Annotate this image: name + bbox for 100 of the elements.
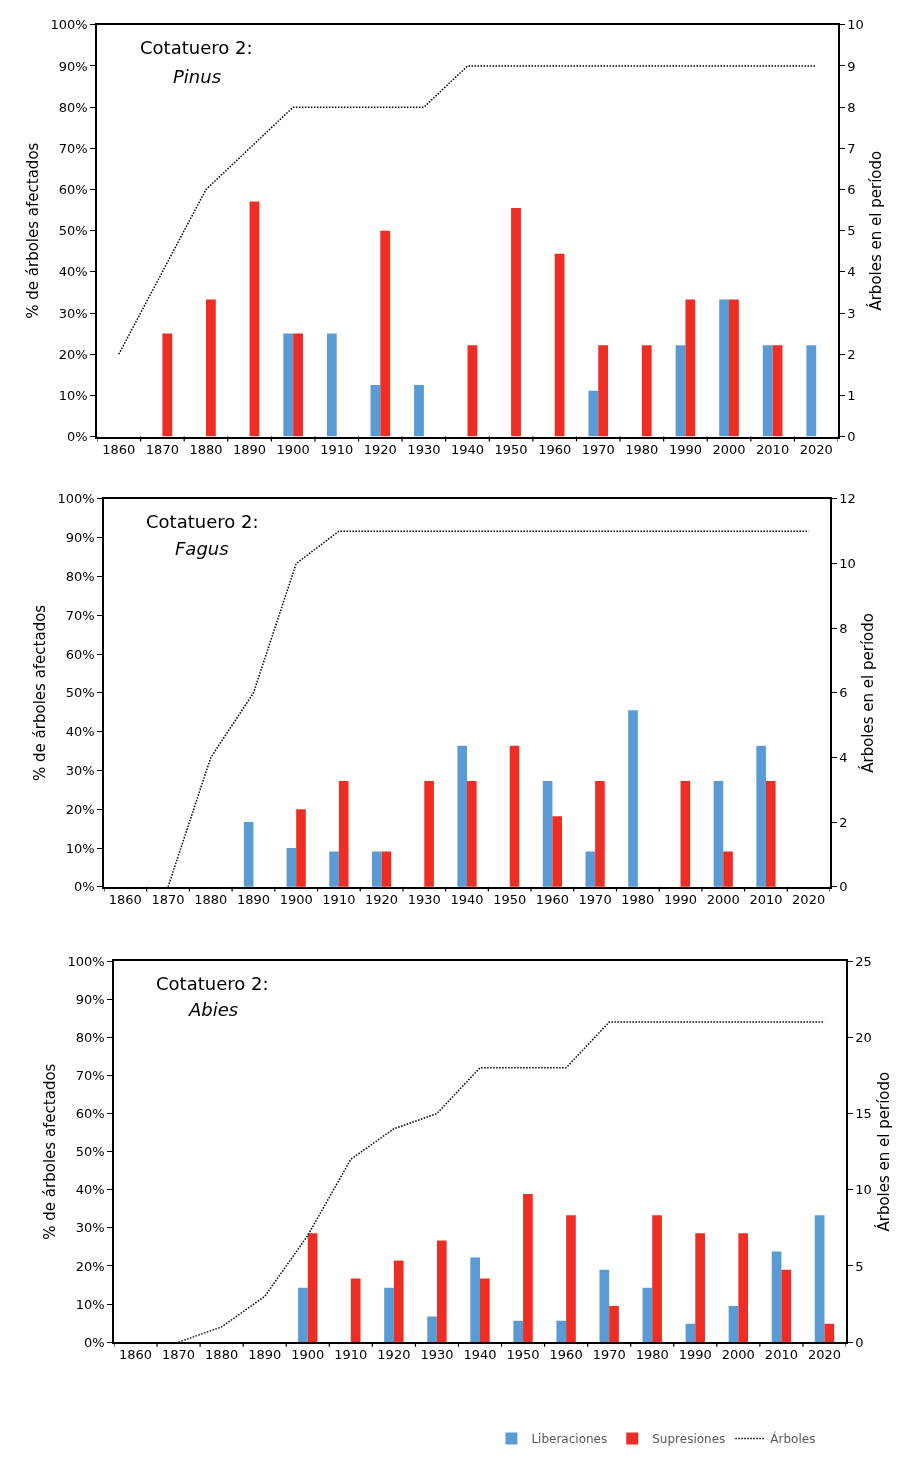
y-tick-label: 10% — [75, 1296, 105, 1312]
x-tick-label: 1950 — [494, 441, 528, 457]
y2-tick-label: 2 — [847, 346, 856, 362]
bar — [762, 345, 773, 437]
y-tick-label: 100% — [57, 491, 95, 507]
text: Cotatuero 2: — [146, 511, 259, 532]
y2-tick-label: 6 — [839, 685, 848, 701]
y-axis-title: % de árboles afectados — [24, 142, 43, 319]
bar — [457, 745, 467, 887]
x-tick-label: 1910 — [320, 441, 354, 457]
x-tick-label: 1920 — [365, 892, 399, 908]
bar — [523, 1193, 533, 1343]
x-tick-label: 1890 — [236, 892, 271, 908]
x-tick-label: 1950 — [506, 1347, 540, 1363]
y2-tick-label: 8 — [839, 620, 848, 636]
bar — [480, 1278, 490, 1343]
bar — [249, 201, 260, 437]
bar — [719, 299, 730, 437]
y-tick-label: 20% — [65, 801, 95, 817]
y2-tick-label: 4 — [839, 750, 848, 766]
y2-tick-label: 5 — [847, 223, 856, 239]
bar — [652, 1215, 662, 1343]
bar — [609, 1305, 619, 1343]
x-tick-label: 2010 — [749, 892, 783, 908]
x-tick-label: 2000 — [706, 892, 740, 908]
bar — [729, 299, 739, 437]
y-tick-label: 90% — [75, 991, 105, 1007]
x-tick-label: 1960 — [538, 441, 572, 457]
y-tick-label: 70% — [58, 140, 88, 156]
x-tick-label: 1990 — [668, 441, 702, 457]
x-tick-label: 1920 — [363, 441, 397, 457]
y-tick-label: 60% — [65, 646, 95, 662]
x-tick-label: 2000 — [721, 1347, 755, 1363]
bar — [781, 1269, 792, 1343]
x-tick-label: 1950 — [493, 892, 527, 908]
legend-label: Supresiones — [652, 1432, 726, 1447]
y2-tick-label: 25 — [855, 953, 872, 969]
bar — [467, 780, 477, 887]
bar — [338, 780, 349, 887]
bar — [585, 851, 596, 887]
bar — [436, 1240, 447, 1343]
bar — [329, 851, 339, 887]
y-tick-label: 70% — [75, 1067, 105, 1083]
y-tick-label: 50% — [75, 1144, 105, 1160]
bar — [556, 1320, 567, 1343]
bar — [286, 848, 297, 887]
x-tick-label: 1890 — [233, 441, 267, 457]
y2-tick-label: 7 — [847, 140, 856, 156]
y2-tick-label: 8 — [847, 99, 856, 115]
y-tick-label: 0% — [67, 429, 88, 445]
y-tick-label: 60% — [58, 182, 88, 198]
x-tick-label: 2020 — [799, 441, 833, 457]
bar — [205, 299, 216, 437]
x-tick-label: 1900 — [276, 441, 310, 457]
x-tick-label: 1990 — [678, 1347, 712, 1363]
x-tick-label: 1940 — [463, 1347, 497, 1363]
bar — [772, 345, 783, 437]
y-tick-label: 50% — [58, 223, 88, 239]
x-tick-label: 1890 — [248, 1347, 282, 1363]
y-tick-label: 80% — [58, 99, 88, 115]
line-series — [118, 65, 817, 355]
y-tick-label: 70% — [65, 607, 95, 623]
x-tick-label: 1920 — [377, 1347, 411, 1363]
bar — [641, 345, 652, 437]
x-tick-label: 1900 — [291, 1347, 325, 1363]
y-tick-label: 40% — [75, 1182, 105, 1198]
bar — [552, 816, 563, 887]
x-tick-label: 1860 — [118, 1347, 153, 1363]
y-axis-title: % de árboles afectados — [31, 604, 50, 781]
y2-tick-label: 1 — [847, 387, 856, 403]
y2-tick-label: 9 — [847, 58, 856, 74]
y2-tick-label: 12 — [839, 491, 856, 507]
x-tick-label: 1910 — [334, 1347, 368, 1363]
x-tick-label: 1940 — [450, 441, 485, 457]
x-tick-label: 2000 — [712, 441, 746, 457]
y2-tick-label: 10 — [855, 1182, 872, 1198]
bar — [554, 253, 565, 437]
bar — [599, 1269, 610, 1343]
bar — [675, 345, 686, 437]
bar — [326, 333, 337, 437]
x-tick-label: 2010 — [764, 1347, 798, 1363]
bar — [738, 1233, 749, 1343]
text: Cotatuero 2: — [140, 37, 253, 58]
y-tick-label: 80% — [65, 569, 95, 585]
bar — [595, 780, 605, 887]
y-tick-label: 30% — [58, 305, 88, 321]
text: Pinus — [173, 66, 222, 87]
x-tick-label: 1910 — [322, 892, 356, 908]
y2-tick-label: 5 — [855, 1258, 864, 1274]
y2-tick-label: 3 — [847, 305, 856, 321]
y-tick-label: 0% — [74, 879, 95, 895]
y-tick-label: 40% — [65, 724, 95, 740]
bar — [380, 230, 391, 437]
bar — [685, 299, 696, 437]
bar — [381, 851, 392, 887]
x-tick-label: 1860 — [108, 892, 142, 908]
y2-tick-label: 4 — [847, 264, 856, 280]
bar — [728, 1305, 739, 1343]
y-tick-label: 80% — [75, 1029, 105, 1045]
y2-axis-title: Árboles en el período — [866, 150, 886, 311]
